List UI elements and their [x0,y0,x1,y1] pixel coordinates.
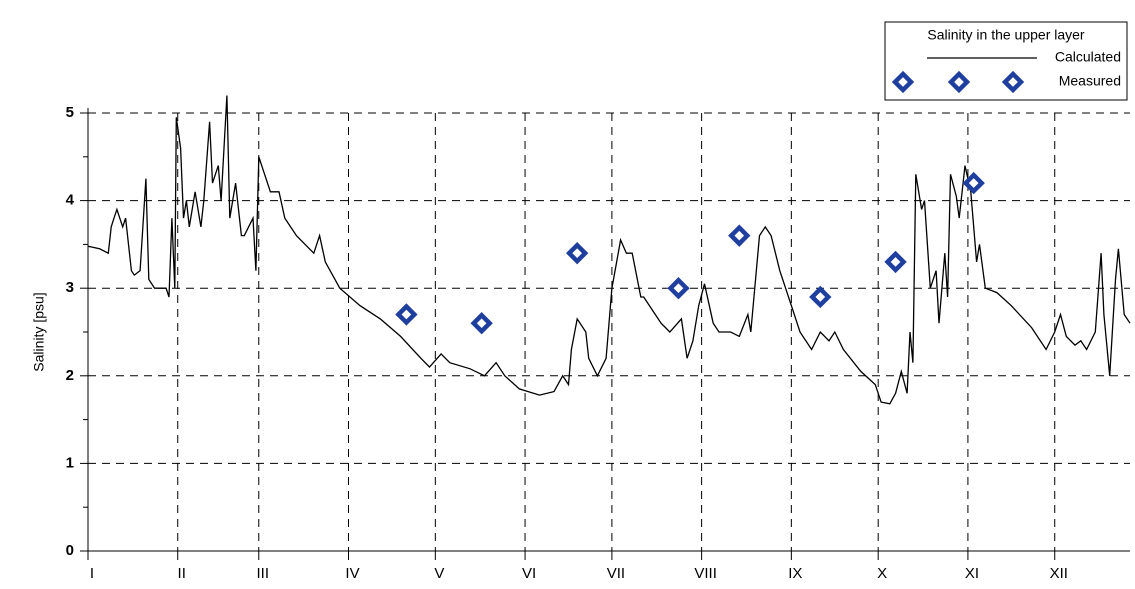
legend-marker [947,70,971,94]
legend-marker [1001,70,1025,94]
y-tick-label: 5 [66,104,74,121]
legend: Salinity in the upper layer Calculated Mea… [884,21,1128,101]
x-tick-label: I [90,565,94,582]
y-tick-label: 3 [66,279,74,296]
x-tick-label: II [178,565,186,582]
x-tick-label: XII [1050,565,1068,582]
marker [470,312,493,335]
y-tick-label: 2 [66,367,74,384]
x-tick-label: IX [788,565,802,582]
y-tick-label: 1 [66,454,74,471]
x-tick-label: XI [965,565,979,582]
marker [962,171,985,195]
legend-box [884,21,1128,101]
x-tick-label: VI [522,565,536,582]
marker [565,241,589,265]
y-tick-label: 4 [66,192,75,209]
legend-title: Salinity in the upper layer [927,27,1085,43]
x-tick-label: X [877,565,887,582]
marker [884,250,907,274]
y-tick-label: 0 [66,542,74,559]
x-tick-label: VII [607,565,625,582]
x-tick-label: VIII [694,565,717,582]
series-line [87,95,1131,405]
x-tick-label: IV [345,565,359,582]
legend-label: Measured [1059,73,1121,89]
legend-label: Calculated [1055,49,1121,65]
x-tick-label: V [434,565,444,582]
marker [395,303,418,326]
marker [667,277,690,300]
y-axis-label: Salinity [psu] [31,292,47,371]
marker [809,285,832,309]
legend-marker [891,70,915,94]
x-tick-label: III [257,565,270,582]
marker [728,224,751,247]
